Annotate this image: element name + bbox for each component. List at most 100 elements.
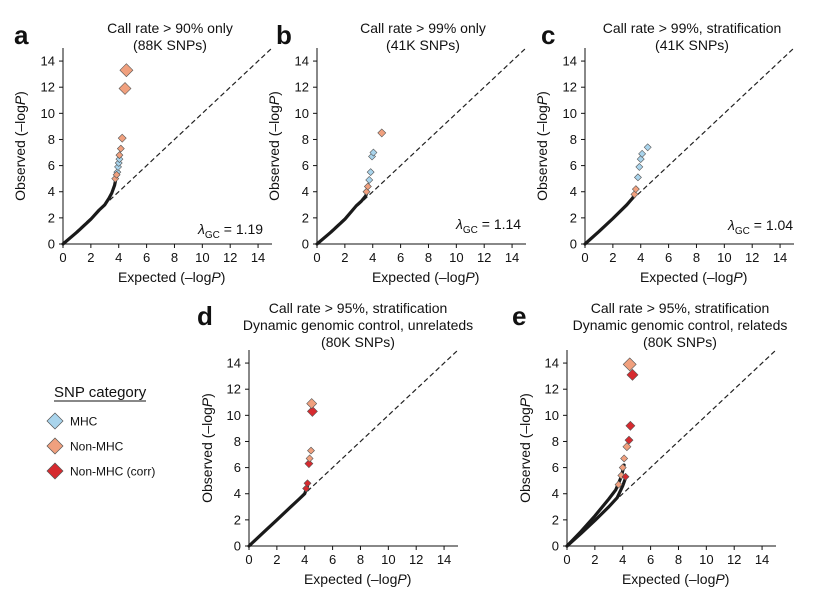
panel-a: a Call rate > 90% only(88K SNPs) 0 2 4 6 8 10 12… bbox=[12, 20, 273, 285]
y-tick-label: 2 bbox=[302, 210, 309, 225]
x-axis-label-text: Expected (–log bbox=[118, 269, 211, 285]
snp-point-non-mhc-corr bbox=[304, 459, 314, 469]
lambda-symbol: λ bbox=[455, 216, 463, 232]
y-tick-label: 4 bbox=[552, 486, 559, 501]
x-axis-label-italic: P bbox=[733, 269, 743, 285]
y-axis-label: Observed (–logP) bbox=[199, 393, 215, 503]
legend-label: MHC bbox=[70, 415, 98, 429]
y-tick-label: 6 bbox=[234, 460, 241, 475]
lambda-subscript: GC bbox=[205, 230, 220, 241]
y-axis-label-close: ) bbox=[12, 91, 28, 96]
snp-point-non-mhc bbox=[618, 463, 627, 472]
panel-letter: b bbox=[276, 20, 292, 50]
y-axis-label-italic: P bbox=[534, 95, 550, 105]
x-tick-label: 0 bbox=[59, 250, 66, 265]
x-tick-label: 10 bbox=[381, 552, 395, 567]
panel-title-line: Call rate > 95%, stratification bbox=[591, 300, 770, 316]
y-axis-label-text: Observed (–log bbox=[534, 105, 550, 201]
observed-pvalue-curve bbox=[583, 192, 637, 246]
y-tick-label: 12 bbox=[295, 80, 309, 95]
lambda-gc-annotation: λGC = 1.19 bbox=[197, 221, 263, 241]
x-tick-label: 12 bbox=[409, 552, 423, 567]
panel-title-line: (80K SNPs) bbox=[643, 334, 717, 350]
x-axis-label: Expected (–logP) bbox=[372, 269, 479, 285]
y-tick-label: 10 bbox=[227, 408, 241, 423]
y-axis-label: Observed (–logP) bbox=[517, 393, 533, 503]
snp-point-non-mhc bbox=[118, 82, 132, 95]
panel-b: b Call rate > 99% only(41K SNPs) 0 2 4 6 8 10 12… bbox=[266, 20, 527, 285]
y-tick-label: 6 bbox=[552, 460, 559, 475]
y-axis-label: Observed (–logP) bbox=[266, 91, 282, 201]
y-axis-label-text: Observed (–log bbox=[199, 407, 215, 503]
y-tick-label: 14 bbox=[295, 54, 309, 69]
snp-point-non-mhc bbox=[377, 128, 387, 138]
snp-point-non-mhc bbox=[631, 185, 640, 194]
x-tick-label: 2 bbox=[273, 552, 280, 567]
y-tick-label: 12 bbox=[41, 80, 55, 95]
panel-letter: e bbox=[512, 301, 526, 331]
x-tick-label: 4 bbox=[619, 552, 626, 567]
y-axis-label-italic: P bbox=[12, 95, 28, 105]
panel-letter: d bbox=[197, 301, 213, 331]
snp-point-mhc bbox=[643, 143, 652, 152]
y-tick-label: 8 bbox=[552, 434, 559, 449]
snp-point-non-mhc-corr bbox=[621, 472, 630, 481]
x-tick-label: 6 bbox=[397, 250, 404, 265]
x-tick-label: 14 bbox=[505, 250, 519, 265]
x-tick-label: 0 bbox=[313, 250, 320, 265]
panel-e: e Call rate > 95%, stratificationDynamic … bbox=[512, 300, 787, 587]
lambda-gc-annotation: λGC = 1.14 bbox=[455, 216, 521, 236]
y-tick-label: 12 bbox=[227, 382, 241, 397]
panel-title-line: Call rate > 90% only bbox=[107, 20, 233, 36]
legend-title: SNP category bbox=[54, 384, 147, 401]
x-axis-label-text: Expected (–log bbox=[640, 269, 733, 285]
x-tick-label: 10 bbox=[717, 250, 731, 265]
x-axis-label-italic: P bbox=[715, 571, 725, 587]
snp-point-non-mhc bbox=[622, 357, 637, 372]
snp-point-non-mhc-corr bbox=[626, 368, 639, 381]
snp-point-non-mhc bbox=[119, 63, 134, 78]
lambda-subscript: GC bbox=[463, 225, 478, 236]
x-tick-label: 0 bbox=[245, 552, 252, 567]
x-axis-label-italic: P bbox=[211, 269, 221, 285]
panel-title-line: Dynamic genomic control, relateds bbox=[573, 317, 788, 333]
snp-point-non-mhc bbox=[307, 446, 315, 455]
panel-c: c Call rate > 99%, stratification(41K SNP… bbox=[534, 20, 795, 285]
snp-point-non-mhc bbox=[622, 442, 632, 452]
y-axis-label-italic: P bbox=[517, 397, 533, 407]
y-tick-label: 4 bbox=[234, 486, 241, 501]
y-tick-label: 8 bbox=[234, 434, 241, 449]
y-axis-label-italic: P bbox=[199, 397, 215, 407]
x-axis-label-italic: P bbox=[465, 269, 475, 285]
x-tick-label: 12 bbox=[745, 250, 759, 265]
y-tick-label: 2 bbox=[552, 512, 559, 527]
observed-pvalue-curve-secondary bbox=[565, 476, 628, 548]
y-axis-label-italic: P bbox=[266, 95, 282, 105]
y-axis-label: Observed (–logP) bbox=[534, 91, 550, 201]
panel-title-line: (80K SNPs) bbox=[321, 334, 395, 350]
y-tick-label: 2 bbox=[570, 210, 577, 225]
y-tick-label: 6 bbox=[302, 158, 309, 173]
lambda-value: = 1.04 bbox=[750, 217, 793, 233]
snp-point-non-mhc bbox=[112, 170, 121, 179]
snp-point-mhc bbox=[635, 162, 644, 171]
lambda-symbol: λ bbox=[727, 217, 735, 233]
y-axis-label-text: Observed (–log bbox=[517, 407, 533, 503]
legend-swatch bbox=[46, 462, 64, 480]
x-axis-label-close: ) bbox=[743, 269, 748, 285]
panel-letter: c bbox=[541, 20, 555, 50]
observed-pvalue-curve bbox=[565, 463, 626, 548]
x-axis-label-text: Expected (–log bbox=[304, 571, 397, 587]
y-tick-label: 0 bbox=[552, 539, 559, 554]
snp-point-non-mhc bbox=[116, 144, 125, 153]
panel-title-line: (41K SNPs) bbox=[386, 37, 460, 53]
x-tick-label: 0 bbox=[581, 250, 588, 265]
snp-point-mhc bbox=[365, 176, 374, 184]
x-tick-label: 10 bbox=[699, 552, 713, 567]
y-tick-label: 4 bbox=[302, 184, 309, 199]
legend-label: Non-MHC bbox=[70, 440, 124, 454]
observed-pvalue-curve bbox=[247, 484, 310, 548]
snp-point-non-mhc bbox=[614, 480, 623, 489]
x-tick-label: 4 bbox=[637, 250, 644, 265]
